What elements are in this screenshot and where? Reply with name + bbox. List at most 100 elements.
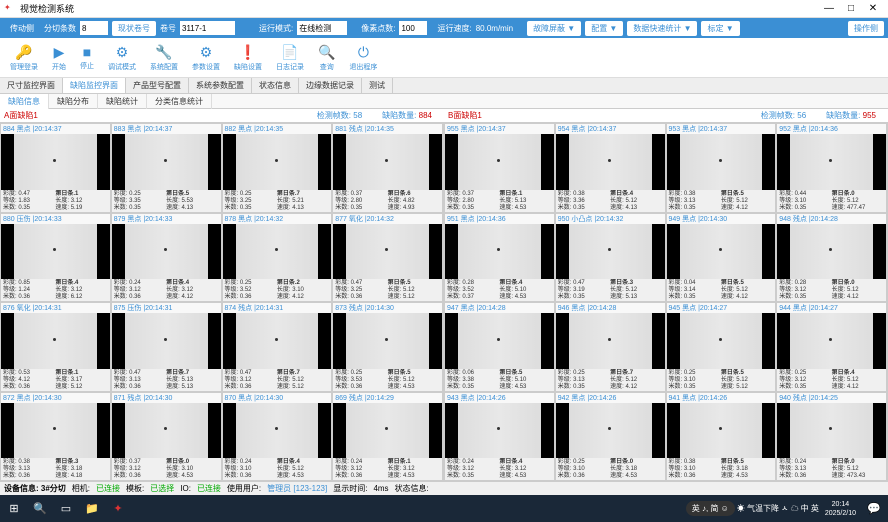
mode-select[interactable] bbox=[297, 21, 347, 35]
defect-cell[interactable]: 869 残点 |20:14:29彩度: 0.24等级: 3.12米数: 0.36… bbox=[332, 392, 443, 482]
tab-边缘数据记录[interactable]: 边缘数据记录 bbox=[299, 78, 362, 93]
defect-cell[interactable]: 872 黑点 |20:14:30彩度: 0.38等级: 3.13米数: 0.36… bbox=[0, 392, 111, 482]
defect-cell[interactable]: 953 黑点 |20:14:37彩度: 0.38等级: 3.13米数: 0.35… bbox=[666, 123, 777, 213]
tray-clock[interactable]: 20:142025/2/10 bbox=[821, 500, 860, 518]
app-icon-2[interactable]: ✦ bbox=[106, 498, 130, 520]
defect-cell[interactable]: 945 黑点 |20:14:27彩度: 0.25等级: 3.10米数: 0.35… bbox=[666, 302, 777, 392]
sub-tabs: 缺陷信息缺陷分布缺陷统计分类信息统计 bbox=[0, 94, 888, 109]
subtab-分类信息统计[interactable]: 分类信息统计 bbox=[147, 94, 212, 109]
grid-b: 955 黑点 |20:14:37彩度: 0.37等级: 2.80米数: 0.35… bbox=[444, 123, 888, 481]
tab-状态信息[interactable]: 状态信息 bbox=[252, 78, 299, 93]
grid-a: 884 黑点 |20:14:37彩度: 0.47等级: 1.83米数: 0.35… bbox=[0, 123, 444, 481]
defect-cell[interactable]: 943 黑点 |20:14:26彩度: 0.24等级: 3.12米数: 0.35… bbox=[444, 392, 555, 482]
main-tabs: 尺寸监控界面缺陷监控界面产品型号配置系统参数配置状态信息边缘数据记录测试 bbox=[0, 78, 888, 94]
topbar: 传动侧 分切条数 现状卷号 卷号 运行模式: 像素点数: 运行速度: 80.0m… bbox=[0, 18, 888, 38]
defect-cell[interactable]: 880 压伤 |20:14:33彩度: 0.85等级: 1.24米数: 0.36… bbox=[0, 213, 111, 303]
panel-b-title: B面缺陷1 bbox=[448, 110, 482, 121]
calibrate-button[interactable]: 标定 ▼ bbox=[701, 21, 739, 36]
defect-cell[interactable]: 955 黑点 |20:14:37彩度: 0.37等级: 2.80米数: 0.35… bbox=[444, 123, 555, 213]
slit-count-input[interactable] bbox=[80, 21, 108, 35]
tab-系统参数配置[interactable]: 系统参数配置 bbox=[189, 78, 252, 93]
titlebar: ✦ 视觉检测系统 — □ ✕ bbox=[0, 0, 888, 18]
subtab-缺陷分布[interactable]: 缺陷分布 bbox=[49, 94, 98, 109]
panel-a-title: A面缺陷1 bbox=[4, 110, 38, 121]
toolbar-开始[interactable]: ▶开始 bbox=[46, 42, 72, 74]
task-view-icon[interactable]: ▭ bbox=[54, 498, 78, 520]
toolbar-查询[interactable]: 🔍查询 bbox=[312, 42, 341, 74]
defect-cell[interactable]: 941 黑点 |20:14:26彩度: 0.38等级: 3.10米数: 0.36… bbox=[666, 392, 777, 482]
defect-cell[interactable]: 884 黑点 |20:14:37彩度: 0.47等级: 1.83米数: 0.35… bbox=[0, 123, 111, 213]
toolbar-停止[interactable]: ■停止 bbox=[74, 42, 100, 73]
maximize-button[interactable]: □ bbox=[840, 1, 862, 17]
defect-cell[interactable]: 950 小凸点 |20:14:32彩度: 0.47等级: 3.19米数: 0.3… bbox=[555, 213, 666, 303]
roll-input[interactable] bbox=[180, 21, 235, 35]
defect-cell[interactable]: 871 残点 |20:14:30彩度: 0.37等级: 3.12米数: 0.36… bbox=[111, 392, 222, 482]
search-icon[interactable]: 🔍 bbox=[28, 498, 52, 520]
taskbar: ⊞ 🔍 ▭ 📁 ✦ 英 ♪, 简 ☺ ☀ 气温下降 ㅅ ☁ 中 英 20:142… bbox=[0, 495, 888, 522]
defect-cell[interactable]: 874 残点 |20:14:31彩度: 0.47等级: 3.12米数: 0.36… bbox=[222, 302, 333, 392]
defect-cell[interactable]: 876 氧化 |20:14:31彩度: 0.53等级: 4.12米数: 0.36… bbox=[0, 302, 111, 392]
defect-cell[interactable]: 875 压伤 |20:14:31彩度: 0.47等级: 3.13米数: 0.36… bbox=[111, 302, 222, 392]
toolbar-退出程序[interactable]: ⏻退出程序 bbox=[343, 42, 383, 74]
defect-cell[interactable]: 870 黑点 |20:14:30彩度: 0.24等级: 3.10米数: 0.36… bbox=[222, 392, 333, 482]
config-button[interactable]: 配置 ▼ bbox=[585, 21, 623, 36]
defect-cell[interactable]: 881 残点 |20:14:35彩度: 0.37等级: 2.80米数: 0.35… bbox=[332, 123, 443, 213]
speed-value: 80.0m/min bbox=[476, 24, 513, 33]
tray-icons[interactable]: ㅅ ☁ bbox=[781, 503, 799, 514]
side-tab-drive[interactable]: 传动侧 bbox=[4, 21, 40, 36]
defect-cell[interactable]: 944 黑点 |20:14:27彩度: 0.25等级: 3.12米数: 0.35… bbox=[776, 302, 887, 392]
toolbar-管理登录[interactable]: 🔑管理登录 bbox=[4, 42, 44, 74]
window-title: 视觉检测系统 bbox=[20, 2, 818, 15]
app-icon-1[interactable]: 📁 bbox=[80, 498, 104, 520]
fault-mask-button[interactable]: 故障屏蔽 ▼ bbox=[527, 21, 581, 36]
panel-header: A面缺陷1 检测帧数: 58 缺陷数量: 884 B面缺陷1 检测帧数: 56 … bbox=[0, 109, 888, 123]
defect-cell[interactable]: 877 氧化 |20:14:32彩度: 0.47等级: 3.25米数: 0.36… bbox=[332, 213, 443, 303]
subtab-缺陷统计[interactable]: 缺陷统计 bbox=[98, 94, 147, 109]
subtab-缺陷信息[interactable]: 缺陷信息 bbox=[0, 94, 49, 109]
defect-cell[interactable]: 942 黑点 |20:14:26彩度: 0.25等级: 3.10米数: 0.36… bbox=[555, 392, 666, 482]
toolbar-调试模式[interactable]: ⚙调试模式 bbox=[102, 42, 142, 74]
close-button[interactable]: ✕ bbox=[862, 1, 884, 17]
defect-cell[interactable]: 954 黑点 |20:14:37彩度: 0.38等级: 3.36米数: 0.35… bbox=[555, 123, 666, 213]
quick-stats-button[interactable]: 数据快速统计 ▼ bbox=[627, 21, 697, 36]
defect-cell[interactable]: 949 黑点 |20:14:30彩度: 0.04等级: 3.14米数: 0.35… bbox=[666, 213, 777, 303]
minimize-button[interactable]: — bbox=[818, 1, 840, 17]
speed-label: 运行速度: bbox=[437, 23, 471, 34]
toolbar: 🔑管理登录▶开始■停止⚙调试模式🔧系统配置⚙参数设置❗缺陷设置📄日志记录🔍查询⏻… bbox=[0, 38, 888, 78]
px-input[interactable] bbox=[399, 21, 427, 35]
toolbar-日志记录[interactable]: 📄日志记录 bbox=[270, 42, 310, 74]
defect-cell[interactable]: 882 黑点 |20:14:35彩度: 0.25等级: 3.25米数: 0.35… bbox=[222, 123, 333, 213]
slit-label: 分切条数 bbox=[44, 23, 76, 34]
defect-cell[interactable]: 946 黑点 |20:14:28彩度: 0.25等级: 3.13米数: 0.35… bbox=[555, 302, 666, 392]
toolbar-参数设置[interactable]: ⚙参数设置 bbox=[186, 42, 226, 74]
defect-cell[interactable]: 878 黑点 |20:14:32彩度: 0.25等级: 3.52米数: 0.36… bbox=[222, 213, 333, 303]
mode-label: 运行模式: bbox=[259, 23, 293, 34]
start-button[interactable]: ⊞ bbox=[2, 498, 26, 520]
app-icon: ✦ bbox=[4, 3, 16, 15]
roll-label: 卷号 bbox=[160, 23, 176, 34]
notification-icon[interactable]: 💬 bbox=[862, 498, 886, 520]
toolbar-系统配置[interactable]: 🔧系统配置 bbox=[144, 42, 184, 74]
toolbar-缺陷设置[interactable]: ❗缺陷设置 bbox=[228, 42, 268, 74]
defect-cell[interactable]: 947 黑点 |20:14:28彩度: 0.06等级: 3.38米数: 0.35… bbox=[444, 302, 555, 392]
defect-cell[interactable]: 873 残点 |20:14:30彩度: 0.25等级: 3.53米数: 0.36… bbox=[332, 302, 443, 392]
defect-cell[interactable]: 952 黑点 |20:14:36彩度: 0.44等级: 3.10米数: 0.35… bbox=[776, 123, 887, 213]
defect-cell[interactable]: 879 黑点 |20:14:33彩度: 0.24等级: 3.12米数: 0.36… bbox=[111, 213, 222, 303]
roll-status-button[interactable]: 现状卷号 bbox=[112, 21, 156, 36]
status-bar: 设备信息: 3#分切 相机:已连接 模板:已选择 IO:已连接 使用用户:管理员… bbox=[0, 481, 888, 495]
tray-lang[interactable]: 中 英 bbox=[801, 503, 819, 514]
tray-weather[interactable]: ☀ 气温下降 bbox=[737, 503, 779, 514]
tab-产品型号配置[interactable]: 产品型号配置 bbox=[126, 78, 189, 93]
defect-cell[interactable]: 940 残点 |20:14:25彩度: 0.24等级: 3.13米数: 0.36… bbox=[776, 392, 887, 482]
tab-尺寸监控界面[interactable]: 尺寸监控界面 bbox=[0, 78, 63, 93]
defect-cell[interactable]: 883 黑点 |20:14:37彩度: 0.25等级: 3.35米数: 0.35… bbox=[111, 123, 222, 213]
side-tab-operator[interactable]: 操作侧 bbox=[848, 21, 884, 36]
defect-cell[interactable]: 948 残点 |20:14:28彩度: 0.28等级: 3.12米数: 0.35… bbox=[776, 213, 887, 303]
tab-缺陷监控界面[interactable]: 缺陷监控界面 bbox=[63, 78, 126, 93]
px-label: 像素点数: bbox=[361, 23, 395, 34]
device-info: 设备信息: 3#分切 bbox=[4, 483, 66, 494]
tab-测试[interactable]: 测试 bbox=[362, 78, 393, 93]
defect-cell[interactable]: 951 黑点 |20:14:36彩度: 0.28等级: 3.52米数: 0.37… bbox=[444, 213, 555, 303]
defect-grid: 884 黑点 |20:14:37彩度: 0.47等级: 1.83米数: 0.35… bbox=[0, 123, 888, 481]
ime-status[interactable]: 英 ♪, 简 ☺ bbox=[686, 501, 735, 516]
